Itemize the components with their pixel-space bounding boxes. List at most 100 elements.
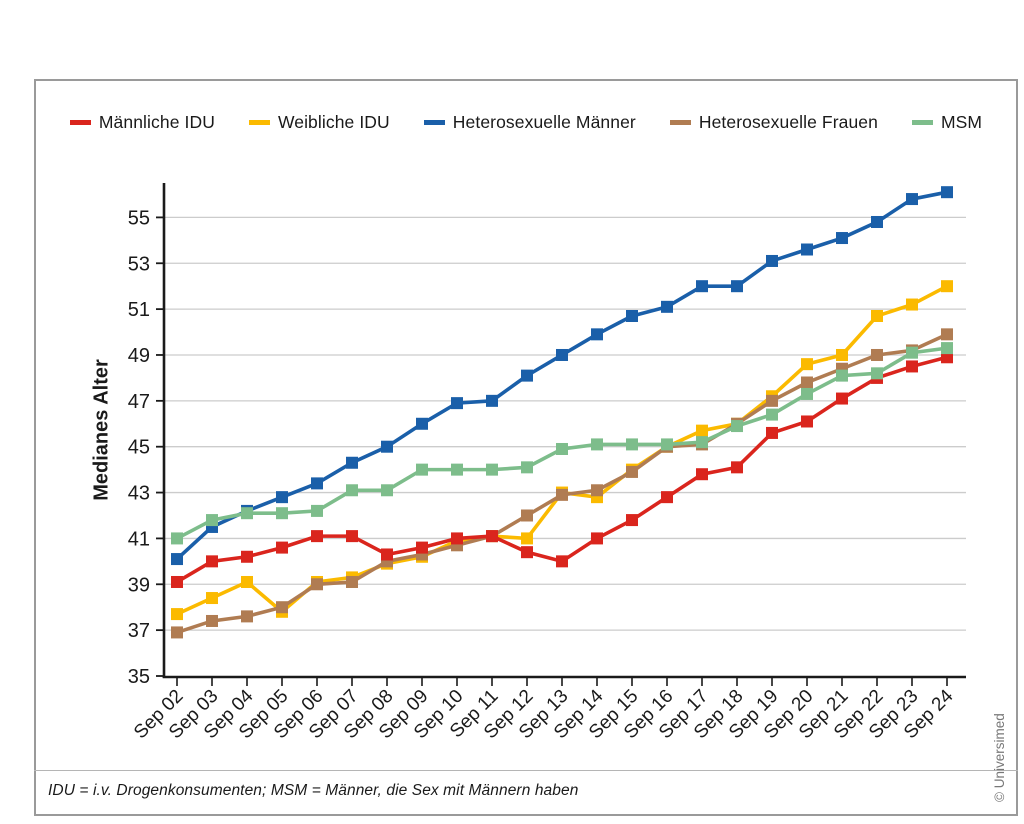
data-point-2-11 — [521, 532, 533, 545]
data-point-5-13 — [591, 438, 603, 451]
legend-color-dash — [669, 120, 691, 125]
series-line-3 — [175, 190, 948, 561]
legend-color-dash — [69, 120, 91, 125]
data-point-3-20 — [836, 232, 848, 245]
data-point-1-18 — [766, 426, 778, 439]
legend-item-3: Heterosexuelle Männer — [423, 112, 636, 133]
data-point-3-5 — [311, 477, 323, 490]
data-point-3-11 — [521, 369, 533, 382]
data-point-4-21 — [871, 348, 883, 361]
legend-item-2: Weibliche IDU — [248, 112, 390, 133]
data-point-3-18 — [766, 254, 778, 267]
data-point-5-7 — [381, 484, 393, 497]
data-point-5-1 — [171, 532, 183, 545]
legend-color-dash — [911, 120, 933, 125]
series-line-1 — [176, 355, 948, 584]
data-point-5-10 — [486, 463, 498, 476]
data-point-5-8 — [416, 463, 428, 476]
legend-item-5: MSM — [911, 112, 983, 133]
data-point-1-1 — [171, 575, 183, 588]
legend-color-dash — [423, 120, 445, 125]
data-point-3-9 — [451, 397, 463, 410]
legend-label: Heterosexuelle Männer — [452, 112, 636, 132]
legend-label: Heterosexuelle Frauen — [698, 112, 878, 132]
footnote: IDU = i.v. Drogenkonsumenten; MSM = Männ… — [48, 782, 579, 799]
legend-color-dash — [248, 120, 270, 125]
data-point-3-15 — [661, 300, 673, 313]
series-line-4 — [176, 332, 948, 635]
legend-label: MSM — [940, 112, 983, 132]
data-point-1-16 — [696, 468, 708, 481]
data-point-3-6 — [346, 456, 358, 469]
data-point-1-7 — [381, 548, 393, 561]
legend-label: Männliche IDU — [98, 112, 215, 132]
y-tick-label-39: 39 — [128, 574, 150, 596]
data-point-1-23 — [941, 351, 953, 364]
data-point-4-13 — [591, 484, 603, 497]
data-point-4-19 — [801, 376, 813, 389]
data-point-1-19 — [801, 415, 813, 428]
data-point-4-4 — [276, 601, 288, 614]
data-point-3-14 — [626, 309, 638, 322]
data-point-5-5 — [311, 504, 323, 517]
data-point-5-23 — [941, 342, 953, 355]
data-point-3-10 — [486, 394, 498, 407]
legend-label: Weibliche IDU — [277, 112, 390, 132]
data-point-3-19 — [801, 243, 813, 256]
y-tick-label-51: 51 — [128, 299, 150, 321]
y-tick-label-37: 37 — [128, 620, 150, 642]
data-point-3-7 — [381, 440, 393, 453]
y-tick-label-35: 35 — [128, 666, 150, 688]
data-point-1-8 — [416, 541, 428, 554]
copyright-credit: © Universimed — [992, 713, 1007, 802]
legend-item-1: Männliche IDU — [69, 112, 215, 133]
data-point-5-6 — [346, 484, 358, 497]
data-point-1-2 — [206, 555, 218, 568]
data-point-5-22 — [906, 346, 918, 359]
data-point-3-21 — [871, 215, 883, 228]
data-point-1-6 — [346, 530, 358, 543]
data-point-5-9 — [451, 463, 463, 476]
data-point-4-5 — [311, 578, 323, 591]
data-point-1-12 — [556, 555, 568, 568]
data-point-4-3 — [241, 610, 253, 623]
data-point-5-2 — [206, 514, 218, 527]
data-point-4-2 — [206, 614, 218, 627]
data-point-5-14 — [626, 438, 638, 451]
data-point-2-20 — [836, 348, 848, 361]
data-point-4-12 — [556, 488, 568, 501]
y-tick-label-47: 47 — [128, 391, 150, 413]
data-point-2-22 — [906, 298, 918, 311]
data-point-1-11 — [521, 546, 533, 559]
data-point-1-3 — [241, 550, 253, 563]
data-point-1-5 — [311, 530, 323, 543]
data-point-1-15 — [661, 491, 673, 504]
y-tick-label-53: 53 — [128, 253, 150, 275]
data-point-1-20 — [836, 392, 848, 405]
y-tick-label-43: 43 — [128, 483, 150, 505]
data-point-5-16 — [696, 436, 708, 449]
y-tick-label-49: 49 — [128, 345, 150, 367]
data-point-1-13 — [591, 532, 603, 545]
data-point-5-12 — [556, 442, 568, 455]
y-tick-label-45: 45 — [128, 437, 150, 459]
data-point-2-3 — [241, 575, 253, 588]
data-point-1-14 — [626, 514, 638, 527]
data-point-3-4 — [276, 491, 288, 504]
data-point-4-11 — [521, 509, 533, 522]
figure-frame — [34, 79, 1018, 816]
data-point-2-2 — [206, 592, 218, 605]
y-tick-label-41: 41 — [128, 528, 150, 550]
y-tick-label-55: 55 — [128, 207, 150, 229]
data-point-1-9 — [451, 532, 463, 545]
data-point-5-21 — [871, 367, 883, 380]
data-point-4-18 — [766, 394, 778, 407]
data-point-5-20 — [836, 369, 848, 382]
data-point-3-16 — [696, 280, 708, 293]
data-point-5-17 — [731, 420, 743, 433]
data-point-1-10 — [486, 530, 498, 543]
data-point-2-16 — [696, 424, 708, 437]
data-point-5-19 — [801, 387, 813, 400]
data-point-5-15 — [661, 438, 673, 451]
